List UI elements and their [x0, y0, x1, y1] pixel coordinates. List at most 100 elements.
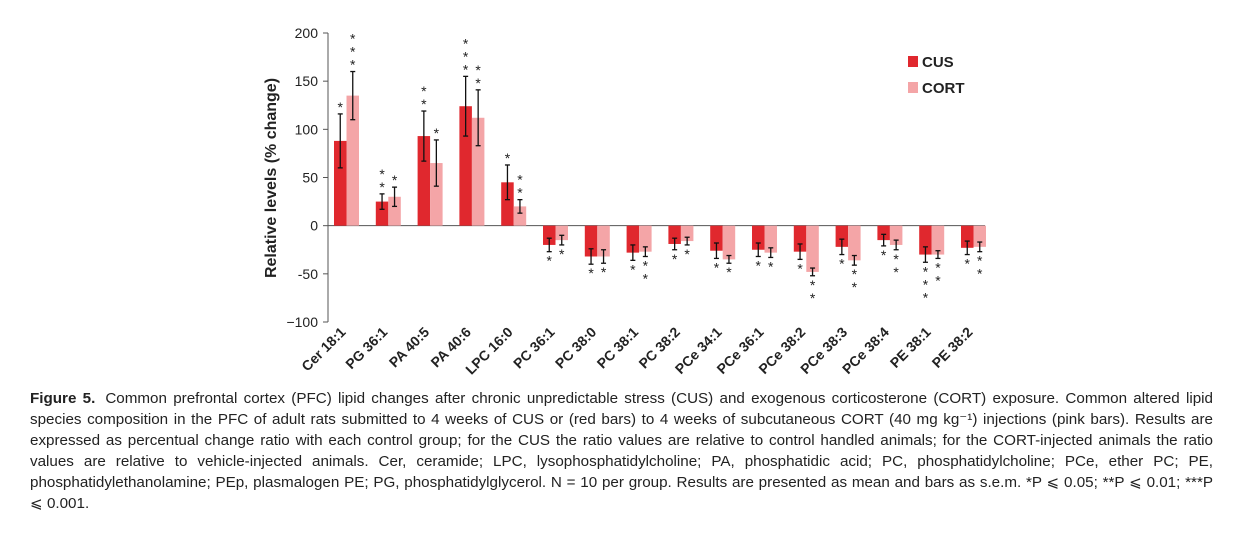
significance-star: *: [714, 259, 720, 275]
significance-star: *: [559, 246, 565, 262]
significance-star: *: [935, 272, 941, 288]
bar-cus: [584, 225, 598, 257]
bar-cus: [626, 225, 640, 253]
x-tick-label: PCe 38:4: [839, 324, 892, 377]
significance-star: *: [810, 290, 816, 306]
significance-star: *: [797, 260, 803, 276]
significance-star: *: [463, 35, 469, 51]
bar-cort: [430, 163, 443, 226]
x-tick-label: PE 38:1: [887, 324, 934, 371]
significance-star: *: [588, 265, 594, 281]
significance-star: *: [810, 277, 816, 293]
significance-star: *: [977, 266, 983, 282]
y-tick-label: −100: [286, 314, 318, 330]
y-tick-label: 50: [302, 170, 318, 186]
significance-star: *: [463, 48, 469, 64]
bar-cort: [722, 225, 736, 260]
legend-label-cus: CUS: [922, 54, 954, 71]
significance-star: *: [852, 266, 858, 282]
significance-star: *: [923, 289, 929, 305]
significance-star: *: [893, 251, 899, 267]
significance-star: *: [350, 57, 356, 73]
significance-star: *: [684, 246, 690, 262]
bar-cort: [388, 196, 401, 226]
bar-cus: [919, 225, 932, 255]
significance-star: *: [601, 264, 607, 280]
bar-cus: [501, 182, 514, 226]
bar-cort: [555, 225, 568, 241]
bar-cort: [806, 225, 819, 272]
bar-cort: [764, 225, 777, 253]
bar-cort: [848, 225, 861, 261]
bar-cus: [334, 140, 347, 226]
significance-star: *: [893, 264, 899, 280]
bar-cus: [877, 225, 890, 241]
significance-star: *: [756, 257, 762, 273]
significance-star: *: [350, 31, 356, 47]
bar-cus: [417, 136, 431, 226]
bar-cus: [835, 225, 849, 247]
significance-star: *: [768, 258, 774, 274]
y-tick-label: 150: [295, 73, 319, 89]
significance-star: *: [852, 279, 858, 295]
caption-text: Common prefrontal cortex (PFC) lipid cha…: [30, 390, 1214, 512]
significance-star: *: [392, 172, 398, 188]
chart-axes: 200 150 100 50 0 -50 −100: [286, 25, 985, 330]
significance-star: *: [965, 256, 971, 272]
bar-cus: [961, 225, 974, 248]
bar-cus: [752, 225, 765, 250]
bar-cort: [680, 225, 694, 242]
x-tick-label: PG 36:1: [342, 324, 390, 372]
bar-cort: [639, 225, 652, 252]
legend-label-cort: CORT: [922, 80, 965, 97]
y-tick-label: 200: [295, 25, 319, 41]
x-tick-label: PC 38:1: [594, 324, 642, 372]
bar-cort: [931, 225, 945, 255]
significance-star: *: [505, 150, 511, 166]
x-tick-label: PC 38:0: [552, 324, 600, 372]
significance-star: *: [881, 247, 887, 263]
y-tick-label: 0: [310, 218, 318, 234]
significance-star: *: [923, 276, 929, 292]
significance-star: *: [630, 261, 636, 277]
significance-star: *: [672, 251, 678, 267]
significance-star: *: [379, 166, 385, 182]
bar-cus: [668, 225, 681, 244]
bar-cort: [597, 225, 610, 257]
bar-cort: [973, 225, 986, 247]
figure-label: Figure 5.: [30, 390, 96, 407]
bar-cus: [793, 225, 807, 252]
legend-swatch-cus: [908, 56, 918, 67]
x-tick-label: PA 40:5: [386, 324, 433, 371]
x-tick-label: Cer 18:1: [298, 324, 349, 375]
y-axis-label: Relative levels (% change): [263, 78, 280, 278]
significance-star: *: [643, 257, 649, 273]
x-tick-label: PE 38:2: [929, 324, 976, 371]
significance-star: *: [475, 62, 481, 78]
significance-star: *: [434, 125, 440, 141]
legend: CUS CORT: [908, 54, 965, 97]
bar-cus: [459, 106, 472, 226]
significance-star: *: [379, 179, 385, 195]
y-tick-label: -50: [298, 266, 318, 282]
significance-star: *: [421, 96, 427, 112]
bar-cort: [889, 225, 903, 245]
significance-star: *: [643, 270, 649, 286]
significance-star: *: [350, 44, 356, 60]
bar-cort: [471, 117, 485, 226]
significance-star: *: [421, 83, 427, 99]
chart-bars: ****** ******* ****** ** * * *** ** * * * ******* **…: [334, 31, 986, 306]
bar-cus: [375, 201, 389, 226]
significance-star: *: [475, 75, 481, 91]
x-tick-label: PC 36:1: [510, 324, 558, 372]
significance-star: *: [517, 185, 523, 201]
significance-star: *: [517, 172, 523, 188]
bar-cort: [346, 95, 359, 226]
significance-star: *: [977, 253, 983, 269]
significance-star: *: [839, 256, 845, 272]
bar-cus: [543, 225, 556, 245]
significance-star: *: [547, 253, 553, 269]
figure-caption: Figure 5. Common prefrontal cortex (PFC) …: [30, 388, 1213, 514]
